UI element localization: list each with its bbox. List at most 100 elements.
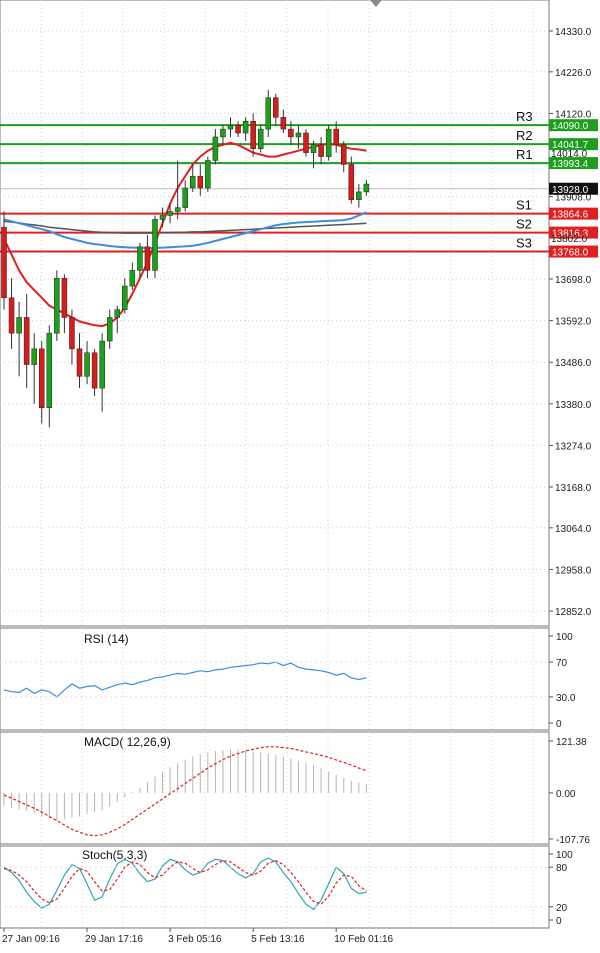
- stoch-tick-label: 0: [556, 916, 562, 927]
- candle-body: [76, 348, 83, 377]
- rsi-title: RSI (14): [84, 632, 129, 646]
- candle-body: [341, 144, 347, 165]
- candle-body: [205, 160, 211, 189]
- ma-blue-line: [3, 211, 367, 249]
- price-tick-label: 13698.0: [555, 275, 592, 286]
- level-badge-s2: [549, 226, 598, 239]
- stoch-tick-label: 100: [556, 850, 573, 861]
- level-name-s1: S1: [516, 198, 532, 213]
- macd-tick-label: -107.76: [556, 835, 590, 846]
- ma-black-line: [3, 220, 367, 234]
- level-badge-label: 14041.7: [552, 140, 589, 151]
- macd-tick-label: 121.38: [556, 737, 587, 748]
- price-axis: 14330.0 14226.0 14120.0 13908.0 13698.0 13592…: [549, 27, 592, 618]
- candle-body: [99, 340, 105, 389]
- price-tick-label: 13064.0: [555, 524, 592, 535]
- candle-body: [159, 215, 166, 220]
- candle-body: [242, 121, 249, 134]
- candle-body: [182, 187, 188, 208]
- candle-body: [356, 191, 362, 200]
- candle-body: [23, 317, 30, 365]
- price-tick-label: 13168.0: [555, 483, 592, 494]
- level-badge-s3: [549, 245, 598, 258]
- candle-body: [91, 352, 98, 389]
- time-axis: 27 Jan 09:16 29 Jan 17:16 3 Feb 05:16 5 Feb…: [2, 928, 394, 945]
- candle-body: [69, 317, 75, 350]
- current-price-badge: [549, 182, 598, 195]
- level-name-r3: R3: [516, 109, 533, 124]
- level-badge-label: 13768.0: [552, 248, 589, 259]
- candle-body: [303, 132, 309, 153]
- candle-body: [129, 270, 136, 287]
- candle-body: [310, 144, 317, 153]
- rsi-axis: 100 70 30.0 0: [0, 632, 576, 730]
- rsi-panel: [0, 627, 550, 731]
- level-lines: [0, 124, 549, 253]
- stoch-tick-label: 20: [556, 903, 568, 914]
- candle-body: [273, 97, 279, 118]
- current-price-label: 13928.0: [552, 185, 589, 196]
- price-tick-label: 12852.0: [555, 607, 592, 618]
- stoch-tick-label: 80: [556, 863, 568, 874]
- candle-body: [174, 207, 181, 212]
- candle-body: [295, 132, 302, 138]
- time-tick-label: 10 Feb 01:16: [334, 934, 393, 945]
- price-tick-label: 13486.0: [555, 358, 592, 369]
- candle-body: [1, 226, 7, 299]
- candle-body: [363, 183, 370, 193]
- price-tick-label: 13908.0: [555, 193, 592, 204]
- stoch-axis: 100 80 20 0: [0, 850, 573, 927]
- rsi-tick-label: 30.0: [556, 693, 576, 704]
- candle-body: [16, 317, 22, 334]
- level-name-s2: S2: [516, 217, 532, 232]
- time-tick-label: 29 Jan 17:16: [85, 934, 143, 945]
- level-labels: R3 14090.0 R2 14041.7 R1 13993.4 S1 13864.6 S2 13…: [516, 109, 598, 259]
- candle-body: [212, 136, 219, 161]
- candle-body: [8, 297, 15, 334]
- candle-body: [167, 211, 173, 216]
- scroll-down-icon[interactable]: [370, 0, 382, 7]
- candle-body: [318, 144, 324, 157]
- candle-body: [106, 317, 113, 342]
- rsi-line: [3, 661, 367, 698]
- macd-axis: 121.38 0.00 -107.76: [549, 737, 590, 846]
- level-badge-r3: [549, 119, 598, 132]
- candle-body: [325, 128, 332, 157]
- macd-panel: [0, 731, 550, 845]
- candle-body: [122, 285, 128, 310]
- price-tick-label: 13380.0: [555, 400, 592, 411]
- candle-body: [152, 219, 158, 271]
- level-badge-label: 13993.4: [552, 159, 589, 170]
- candle-body: [137, 246, 143, 271]
- candle-body: [197, 175, 204, 189]
- time-tick-label: 3 Feb 05:16: [168, 934, 222, 945]
- candle-body: [227, 124, 234, 130]
- candle-body: [190, 175, 196, 189]
- price-tick-label: 14330.0: [555, 27, 592, 38]
- candle-body: [39, 348, 45, 408]
- time-tick-label: 5 Feb 13:16: [251, 934, 305, 945]
- price-tick-label: 13592.0: [555, 317, 592, 328]
- candle-body: [265, 97, 271, 130]
- grid: [0, 0, 549, 928]
- candles: [1, 89, 370, 428]
- macd-tick-label: 0.00: [556, 789, 576, 800]
- stoch-k-line: [3, 857, 367, 911]
- rsi-tick-label: 100: [556, 632, 573, 643]
- candle-body: [348, 164, 355, 200]
- candle-body: [114, 309, 120, 318]
- candle-body: [288, 128, 294, 138]
- price-tick-label: 14226.0: [555, 68, 592, 79]
- candle-body: [61, 277, 68, 318]
- level-badge-label: 14090.0: [552, 121, 589, 132]
- level-badge-r2: [549, 138, 598, 151]
- candle-body: [46, 332, 53, 408]
- level-badge-label: 13816.3: [552, 229, 589, 240]
- level-badge-label: 13864.6: [552, 210, 589, 221]
- price-tick-label: 12958.0: [555, 565, 592, 576]
- rsi-tick-label: 0: [556, 719, 562, 730]
- level-name-r2: R2: [516, 128, 533, 143]
- time-tick-label: 27 Jan 09:16: [2, 934, 60, 945]
- candle-body: [250, 121, 256, 149]
